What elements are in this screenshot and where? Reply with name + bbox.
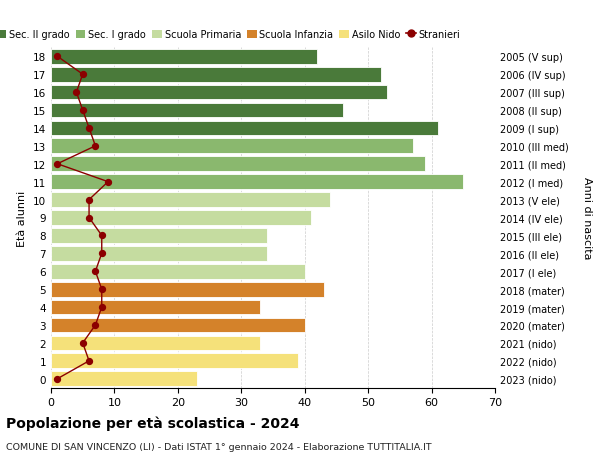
Point [97,232,107,240]
Bar [51,193,330,207]
Bar [51,175,463,190]
Text: COMUNE DI SAN VINCENZO (LI) - Dati ISTAT 1° gennaio 2024 - Elaborazione TUTTITAL: COMUNE DI SAN VINCENZO (LI) - Dati ISTAT… [6,442,431,451]
Bar [51,211,311,225]
Bar [51,372,197,386]
Point [78,71,88,78]
Point [71,89,81,96]
Point [91,143,100,150]
Bar [51,157,425,172]
Bar [51,50,317,64]
Bar [51,246,266,261]
Bar [51,85,387,100]
Bar [51,121,438,136]
Point [91,322,100,329]
Point [84,214,94,222]
Bar [51,103,343,118]
Point [97,304,107,311]
Point [84,125,94,132]
Bar [51,300,260,315]
Point [91,268,100,275]
Bar [51,139,413,154]
Point [78,340,88,347]
Point [53,53,62,61]
Bar [51,336,260,351]
Y-axis label: Età alunni: Età alunni [17,190,28,246]
Legend: Sec. II grado, Sec. I grado, Scuola Primaria, Scuola Infanzia, Asilo Nido, Stran: Sec. II grado, Sec. I grado, Scuola Prim… [0,30,461,40]
Text: Popolazione per età scolastica - 2024: Popolazione per età scolastica - 2024 [6,415,299,430]
Point [53,375,62,383]
Bar [51,318,305,333]
Bar [51,354,298,369]
Point [84,358,94,365]
Bar [51,264,305,279]
Bar [51,282,324,297]
Y-axis label: Anni di nascita: Anni di nascita [583,177,593,259]
Point [78,107,88,114]
Bar [51,229,266,243]
Point [97,286,107,293]
Point [53,161,62,168]
Point [103,179,113,186]
Point [84,196,94,204]
Point [97,250,107,257]
Bar [51,67,381,82]
